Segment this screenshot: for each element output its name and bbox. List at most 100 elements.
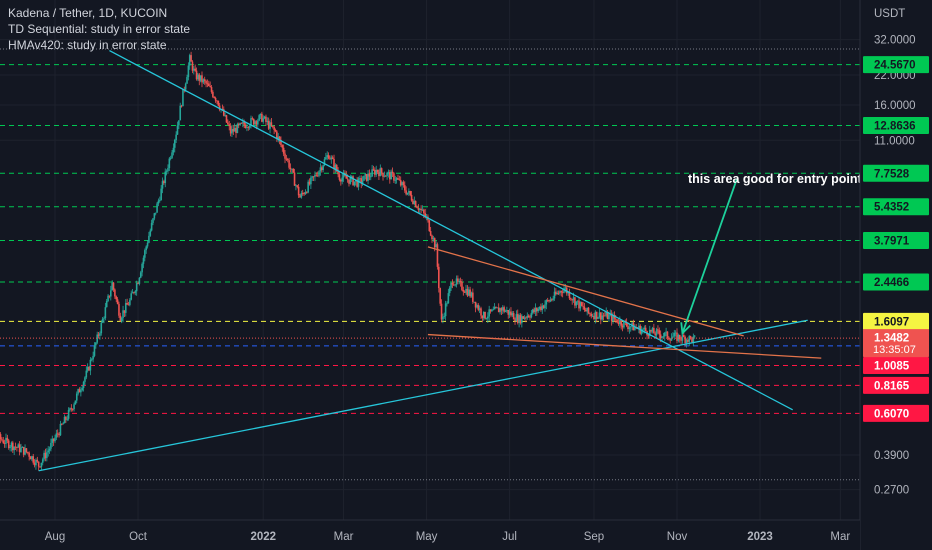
candle-body [526,315,529,318]
candle-body [374,169,376,175]
candle-body [291,168,293,170]
candle-body [319,167,322,172]
candle-body [171,152,173,158]
candle-body [46,452,48,459]
candle-body [545,300,548,305]
candle-body [65,416,67,420]
candle-body [394,179,397,181]
candle-body [0,434,2,440]
candle-body [485,318,488,320]
candle-body [683,334,685,337]
candle-body [262,118,265,122]
candle-body [73,404,75,410]
candle-body [379,168,382,177]
symbol-title[interactable]: Kadena / Tether, 1D, KUCOIN [8,6,168,20]
candle-body [376,169,379,173]
candle-body [213,96,216,98]
candle-body [138,277,141,284]
price-tick-label: 0.3900 [874,450,909,462]
candle-body [440,303,443,320]
candle-body [289,167,292,169]
candle-body [63,416,66,424]
candle-body [330,157,333,160]
candle-body [402,182,405,186]
candle-body [308,181,311,185]
candle-body [222,109,225,116]
candle-body [282,147,285,154]
candle-body [536,307,538,312]
level-label-bg [863,376,929,394]
candle-body [92,355,94,360]
trendlines [38,50,822,472]
candle-body [337,171,339,175]
time-tick-label: 2022 [250,531,276,543]
candle-body [417,208,420,210]
candle-body [187,65,190,78]
candle-body [278,136,281,141]
candle-body [576,300,579,302]
candle-body [14,446,17,448]
candle-body [663,332,666,337]
candle-body [40,462,43,468]
candle-body [673,332,676,337]
candle-body [462,289,465,292]
candle-body [295,185,297,187]
candle-body [414,201,417,207]
candle-body [553,291,556,299]
candle-body [399,180,402,186]
candle-body [50,442,52,449]
candle-body [203,79,206,81]
candle-body [548,300,550,302]
candle-body [75,393,78,401]
candle-body [628,327,631,330]
candle-body [542,305,545,309]
annotation-text: this area good for entry point [688,172,862,186]
candle-body [229,126,232,134]
candle-body [640,329,643,334]
candle-body [54,437,56,442]
candle-body [144,250,146,258]
candle-body [277,136,280,139]
candle-body [657,329,659,331]
level-label-bg [863,312,929,330]
study-label-hma[interactable]: HMAv420: study in error state [8,38,167,52]
candle-body [620,320,622,326]
candle-body [86,366,89,371]
candle-body [31,456,33,460]
candle-body [616,319,618,323]
candle-body [481,315,484,319]
candle-body [619,320,621,325]
candle-body [137,283,139,284]
candle-body [570,298,572,300]
candle-body [216,100,218,102]
candle-body [583,306,586,310]
time-tick-label: Mar [334,531,354,543]
candle-body [484,311,486,319]
candle-body [375,169,378,175]
candle-body [59,423,62,436]
candle-body [429,231,432,236]
candle-body [119,315,122,322]
candle-body [627,325,629,330]
candle-body [512,313,515,320]
candle-body [111,282,113,291]
candle-body [323,159,326,166]
study-label-td-sequential[interactable]: TD Sequential: study in error state [8,22,191,36]
candle-body [469,289,471,297]
candle-body [58,433,60,436]
candle-body [198,74,201,81]
grid-lines [0,0,860,520]
candle-body [255,121,258,125]
candle-body [541,305,544,311]
candle-body [190,55,192,62]
candle-body [523,317,526,319]
candle-body [169,157,172,159]
candle-body [325,157,327,160]
candle-body [100,322,103,334]
candle-body [244,124,247,128]
candle-body [105,301,108,308]
candle-body [521,316,523,324]
candle-body [666,331,669,339]
candle-body [326,155,329,158]
